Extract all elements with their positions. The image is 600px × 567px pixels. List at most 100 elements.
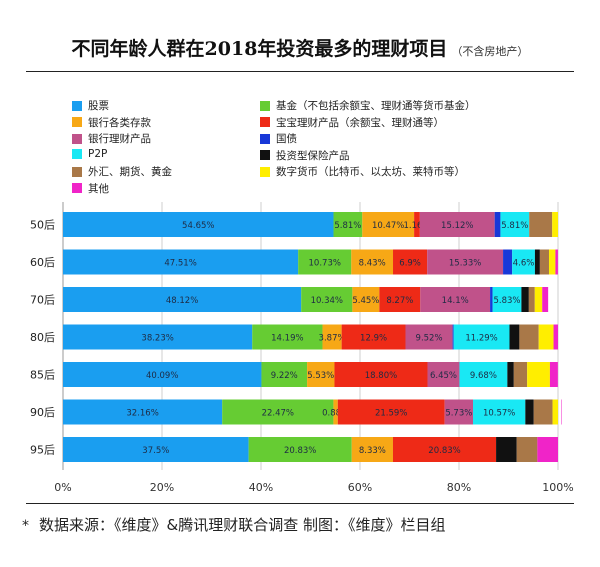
data-label: 3.87% bbox=[319, 334, 346, 344]
bar-segment-50后-7 bbox=[500, 212, 530, 237]
legend-item-11: 其他 bbox=[72, 181, 109, 196]
legend-item-5: 银行理财产品 bbox=[72, 131, 151, 146]
bar-segment-90后-8 bbox=[525, 399, 534, 425]
legend-swatch bbox=[72, 148, 82, 159]
legend-swatch bbox=[72, 117, 82, 127]
data-label: 4.6% bbox=[513, 259, 535, 269]
bar-segment-60后-4 bbox=[393, 249, 428, 275]
bar-segment-70后-8 bbox=[521, 287, 529, 312]
data-label: 54.65% bbox=[182, 221, 214, 231]
category-label: 85后 bbox=[30, 369, 55, 382]
bar-segment-90后-4 bbox=[337, 399, 445, 425]
bar-segment-95后-2 bbox=[248, 437, 352, 462]
legend-label: 宝宝理财产品（余额宝、理财通等） bbox=[276, 116, 444, 129]
bar-segment-95后-3 bbox=[351, 437, 393, 462]
bar-segment-90后-3 bbox=[333, 399, 338, 425]
bar-segment-80后-11 bbox=[553, 324, 558, 350]
legend-label: 银行各类存款 bbox=[88, 116, 151, 129]
data-label: 5.73% bbox=[445, 409, 472, 419]
data-label: 48.12% bbox=[166, 296, 198, 306]
data-label: 14.1% bbox=[442, 296, 469, 306]
legend-item-1: 股票 bbox=[72, 98, 109, 113]
data-label: 0.88% bbox=[322, 409, 349, 419]
bar-segment-50后-6 bbox=[494, 212, 501, 237]
data-label: 15.12% bbox=[441, 221, 473, 231]
category-label: 80后 bbox=[30, 331, 55, 344]
bar-segment-70后-4 bbox=[379, 287, 421, 312]
x-tick-label: 40% bbox=[249, 481, 273, 494]
bar-segment-80后-5 bbox=[405, 324, 453, 350]
chart-title: 不同年龄人群在2018年投资最多的理财项目 bbox=[71, 38, 448, 60]
data-label: 10.73% bbox=[309, 259, 341, 269]
legend-swatch bbox=[72, 183, 82, 193]
bar-segment-80后-2 bbox=[252, 324, 323, 350]
source-bullet: * bbox=[22, 518, 29, 534]
bar-segment-85后-9 bbox=[513, 362, 528, 387]
legend-item-2: 基金（不包括余额宝、理财通等货币基金） bbox=[260, 98, 476, 113]
bar-segment-95后-4 bbox=[392, 437, 497, 462]
legend-swatch bbox=[72, 100, 82, 111]
category-label: 90后 bbox=[30, 406, 55, 419]
bar-segment-85后-1 bbox=[63, 362, 262, 387]
data-label: 5.83% bbox=[493, 296, 520, 306]
bar-segment-60后-3 bbox=[351, 249, 394, 275]
bar-segment-60后-10 bbox=[548, 249, 556, 275]
legend-item-9: 外汇、期货、黄金 bbox=[72, 164, 172, 179]
source-note: * 数据来源：《维度》&腾讯理财联合调查 制图：《维度》栏目组 bbox=[22, 514, 445, 535]
bar-segment-85后-7 bbox=[459, 362, 508, 387]
legend-swatch bbox=[260, 150, 270, 160]
bar-segment-85后-5 bbox=[427, 362, 460, 387]
bar-segment-85后-3 bbox=[307, 362, 335, 387]
category-label: 60后 bbox=[30, 256, 55, 269]
data-label: 5.45% bbox=[352, 296, 379, 306]
bar-segment-80后-3 bbox=[322, 324, 342, 350]
legend-swatch bbox=[260, 100, 270, 111]
legend-label: 投资型保险产品 bbox=[276, 149, 350, 162]
bar-segment-95后-11 bbox=[537, 437, 558, 462]
bar-segment-85后-4 bbox=[334, 362, 428, 387]
data-label: 20.83% bbox=[284, 446, 316, 456]
data-label: 10.47% bbox=[372, 221, 404, 231]
data-label: 5.53% bbox=[307, 371, 334, 381]
legend-label: 基金（不包括余额宝、理财通等货币基金） bbox=[276, 100, 476, 112]
bar-segment-70后-2 bbox=[301, 287, 353, 312]
bar-segment-80后-6 bbox=[452, 324, 454, 350]
data-label: 9.22% bbox=[271, 371, 298, 381]
data-label: 11.29% bbox=[465, 334, 497, 344]
bar-segment-70后-1 bbox=[63, 287, 302, 312]
bar-segment-90后-5 bbox=[444, 399, 474, 425]
bar-segment-70后-5 bbox=[420, 287, 491, 312]
data-label: 1.16% bbox=[403, 221, 430, 231]
data-label: 8.27% bbox=[386, 296, 413, 306]
legend-swatch bbox=[260, 133, 270, 144]
legend-label: P2P bbox=[88, 147, 108, 160]
x-tick-label: 20% bbox=[150, 481, 174, 494]
bar-segment-70后-9 bbox=[528, 287, 535, 312]
data-label: 14.19% bbox=[271, 334, 303, 344]
bar-segment-50后-10 bbox=[552, 212, 558, 237]
data-label: 10.34% bbox=[311, 296, 343, 306]
legend-swatch bbox=[72, 166, 82, 177]
legend-label: 数字货币（比特币、以太坊、莱特币等） bbox=[276, 166, 465, 178]
bar-segment-70后-3 bbox=[352, 287, 380, 312]
title-divider bbox=[26, 71, 574, 72]
bar-segment-60后-1 bbox=[63, 249, 299, 275]
data-label: 6.9% bbox=[399, 259, 421, 269]
data-label: 21.59% bbox=[375, 409, 407, 419]
legend-item-8: 投资型保险产品 bbox=[260, 148, 350, 163]
data-label: 5.81% bbox=[501, 221, 528, 231]
bar-segment-70后-10 bbox=[534, 287, 543, 312]
legend-item-3: 银行各类存款 bbox=[72, 115, 151, 130]
x-tick-label: 0% bbox=[54, 481, 71, 494]
source-text: 数据来源：《维度》&腾讯理财联合调查 制图：《维度》栏目组 bbox=[39, 516, 446, 534]
chart-subtitle: （不含房地产） bbox=[451, 45, 529, 58]
bar-segment-70后-11 bbox=[542, 287, 549, 312]
data-label: 22.47% bbox=[262, 409, 294, 419]
bar-segment-90后-2 bbox=[222, 399, 334, 425]
bar-segment-60后-6 bbox=[503, 249, 513, 275]
bar-segment-80后-7 bbox=[453, 324, 510, 350]
bar-segment-60后-7 bbox=[512, 249, 535, 275]
bar-segment-50后-9 bbox=[529, 212, 553, 237]
legend-label: 股票 bbox=[88, 100, 109, 112]
legend-item-4: 宝宝理财产品（余额宝、理财通等） bbox=[260, 115, 444, 130]
